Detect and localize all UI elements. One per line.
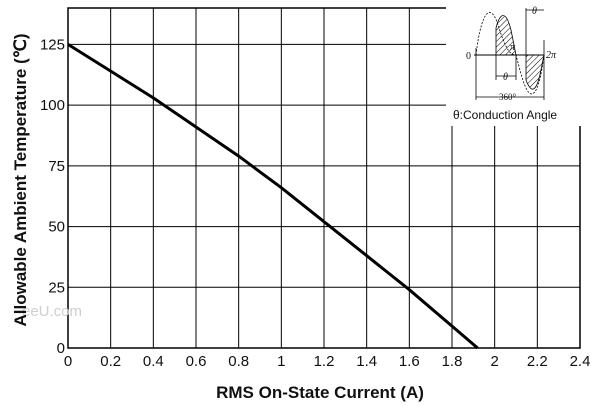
y-tick-label: 125 [40, 36, 65, 53]
inset-label-theta-top: θ [532, 6, 537, 17]
y-tick-label: 100 [40, 97, 65, 114]
inset-label-2pi: 2π [546, 50, 557, 61]
y-axis-ticks: 0 25 50 75 100 125 [40, 36, 65, 357]
inset-positive-hatch [495, 15, 517, 56]
inset-negative-hatch [525, 54, 545, 90]
inset-sine-wave [475, 12, 545, 95]
x-tick-label: 2.4 [570, 353, 591, 370]
y-tick-label: 0 [57, 340, 65, 357]
conduction-angle-inset: 0 π 2π θ θ 360° θ:Conduction Angle [446, 0, 582, 126]
x-tick-label: 0.6 [186, 353, 207, 370]
grid [67, 7, 581, 349]
watermark: eeU.com [22, 303, 82, 320]
y-axis-title: Allowable Ambient Temperature (℃) [11, 33, 30, 326]
y-tick-label: 50 [48, 219, 65, 236]
inset-label-zero: 0 [466, 51, 471, 62]
x-tick-label: 2 [490, 353, 498, 370]
inset-label-360: 360° [499, 92, 517, 102]
x-tick-label: 0.8 [228, 353, 249, 370]
x-tick-label: 2.2 [527, 353, 548, 370]
inset-caption: θ:Conduction Angle [453, 108, 557, 122]
x-axis-title: RMS On-State Current (A) [216, 383, 424, 402]
x-tick-label: 0.4 [143, 353, 164, 370]
series-line [67, 43, 479, 350]
y-tick-label: 25 [48, 279, 65, 296]
inset-label-theta-bottom: θ [503, 72, 508, 83]
x-tick-label: 1.2 [314, 353, 335, 370]
inset-label-pi: π [510, 42, 516, 53]
x-tick-label: 0.2 [100, 353, 121, 370]
x-tick-label: 0 [64, 353, 72, 370]
x-tick-label: 1 [277, 353, 285, 370]
series [67, 43, 479, 350]
x-axis-ticks: 0 0.2 0.4 0.6 0.8 1 1.2 1.4 1.6 1.8 2 2.2 2.4 [64, 353, 591, 370]
x-tick-label: 1.4 [356, 353, 377, 370]
y-tick-label: 75 [48, 158, 65, 175]
x-tick-label: 1.8 [442, 353, 463, 370]
x-tick-label: 1.6 [399, 353, 420, 370]
inset-background [446, 0, 582, 126]
